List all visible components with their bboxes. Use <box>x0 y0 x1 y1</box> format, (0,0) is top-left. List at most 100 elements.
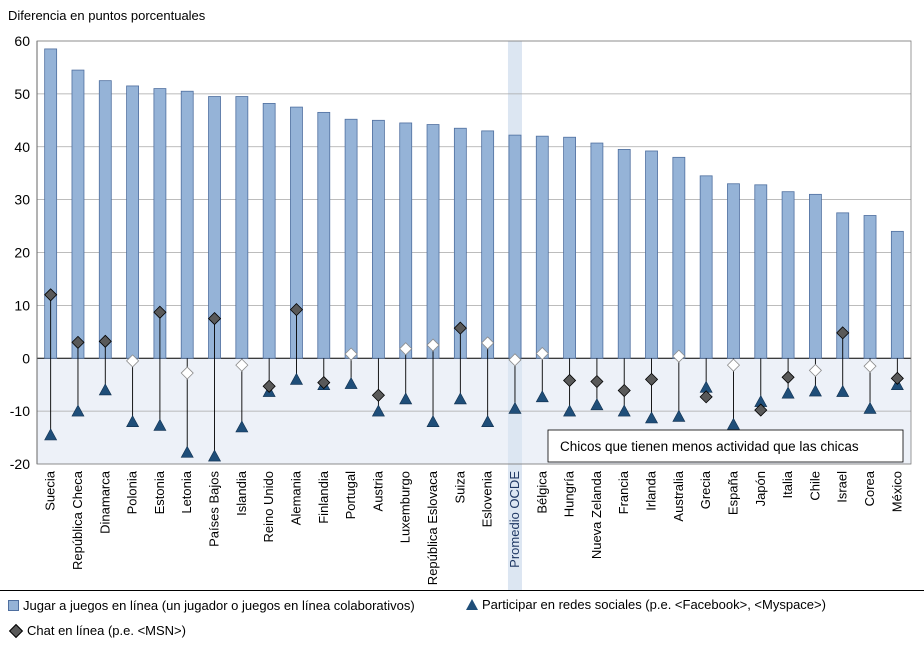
category-label: Suecia <box>43 470 58 511</box>
category-label: Reino Unido <box>261 471 276 543</box>
category-label: Polonia <box>125 470 140 514</box>
category-label: Hungría <box>562 470 577 517</box>
legend-item-chat: Chat en línea (p.e. <MSN>) <box>8 623 186 638</box>
category-label: Luxemburgo <box>398 471 413 543</box>
bar <box>781 191 795 359</box>
y-axis-title: Diferencia en puntos porcentuales <box>8 8 206 23</box>
category-label: República Eslovaca <box>425 470 440 585</box>
bar <box>535 135 549 359</box>
category-label: Corea <box>862 470 877 506</box>
chat-point <box>371 388 385 402</box>
social-network-point <box>208 449 222 462</box>
social-network-point <box>672 409 686 422</box>
chat-point <box>808 363 822 377</box>
bar <box>508 134 522 359</box>
bar <box>399 122 413 359</box>
y-tick-label: 10 <box>14 297 30 313</box>
chat-point <box>726 358 741 372</box>
category-label: Italia <box>780 470 795 498</box>
bar <box>863 215 877 359</box>
social-network-point <box>180 445 194 458</box>
social-network-point <box>590 398 604 411</box>
category-label: Chile <box>807 471 822 501</box>
chat-point <box>754 403 768 417</box>
category-label: Australia <box>671 470 686 521</box>
bar <box>426 124 440 359</box>
social-network-point <box>836 384 850 397</box>
social-network-point <box>617 404 631 417</box>
category-label: Irlanda <box>644 470 659 511</box>
legend-label-games: Jugar a juegos en línea (un jugador o ju… <box>23 598 415 613</box>
bar <box>617 148 631 359</box>
chat-point <box>508 353 522 367</box>
chat-point <box>44 288 58 302</box>
legend-item-games: Jugar a juegos en línea (un jugador o ju… <box>8 598 415 613</box>
chat-point <box>71 335 85 349</box>
bar-swatch-icon <box>8 600 19 611</box>
chat-point <box>699 390 713 404</box>
bar <box>481 130 495 359</box>
category-label: Promedio OCDE <box>507 471 522 568</box>
chat-point <box>289 303 304 317</box>
social-network-point <box>508 401 522 414</box>
social-network-point <box>371 404 385 417</box>
bar <box>590 142 604 359</box>
gender-difference-chart: -20 -10 0 10 20 30 40 50 60 Suecia República Checa… <box>10 33 912 590</box>
social-network-point <box>563 404 577 417</box>
category-label: Bélgica <box>534 470 549 513</box>
category-label: Dinamarca <box>97 470 112 534</box>
category-label: España <box>725 470 740 515</box>
bar <box>71 69 85 359</box>
social-network-point <box>235 420 249 433</box>
chat-point <box>863 359 877 373</box>
chat-point <box>317 376 331 390</box>
category-label: Grecia <box>698 470 713 509</box>
legend-label-chat: Chat en línea (p.e. <MSN>) <box>27 623 186 638</box>
category-label: Estonia <box>152 470 167 514</box>
bar <box>699 175 713 359</box>
legend-label-social: Participar en redes sociales (p.e. <Face… <box>482 597 826 612</box>
social-network-point <box>126 415 140 428</box>
category-label: Islandia <box>234 470 249 516</box>
social-network-point <box>44 428 58 441</box>
social-network-point <box>726 417 740 430</box>
category-label: Japón <box>753 471 768 506</box>
bar <box>563 136 576 359</box>
social-network-point <box>481 415 495 428</box>
category-label: Nueva Zelanda <box>589 470 604 559</box>
bar <box>754 184 768 359</box>
chat-point <box>617 383 631 398</box>
bar <box>344 118 358 359</box>
social-network-point <box>71 404 85 417</box>
y-tick-label: 20 <box>14 245 30 261</box>
chat-point <box>126 354 140 368</box>
y-tick-label: -20 <box>10 456 30 472</box>
bar <box>180 90 194 359</box>
chat-point <box>207 312 222 326</box>
social-network-point <box>863 401 877 414</box>
bar <box>809 193 822 359</box>
category-label: Austria <box>370 470 385 511</box>
y-tick-label: 40 <box>14 139 30 155</box>
social-network-point <box>808 384 822 397</box>
chat-point <box>781 370 795 384</box>
chat-point <box>563 373 577 388</box>
plot-border <box>36 40 912 465</box>
social-network-point <box>535 390 549 403</box>
triangle-marker-icon <box>466 599 478 610</box>
chat-point <box>590 374 604 389</box>
social-network-point <box>98 383 112 396</box>
chat-point <box>836 326 850 340</box>
bar <box>126 85 139 359</box>
legend: Jugar a juegos en línea (un jugador o ju… <box>0 590 924 650</box>
bar <box>645 150 658 359</box>
chat-point <box>535 346 549 361</box>
chat-point <box>399 342 413 356</box>
y-tick-label: 60 <box>14 33 30 49</box>
social-network-point <box>344 377 358 389</box>
chat-point <box>672 349 686 363</box>
y-tick-label: 30 <box>14 192 30 208</box>
social-network-point <box>153 418 167 431</box>
category-label: Suiza <box>452 470 467 503</box>
category-label: Alemania <box>288 470 303 525</box>
